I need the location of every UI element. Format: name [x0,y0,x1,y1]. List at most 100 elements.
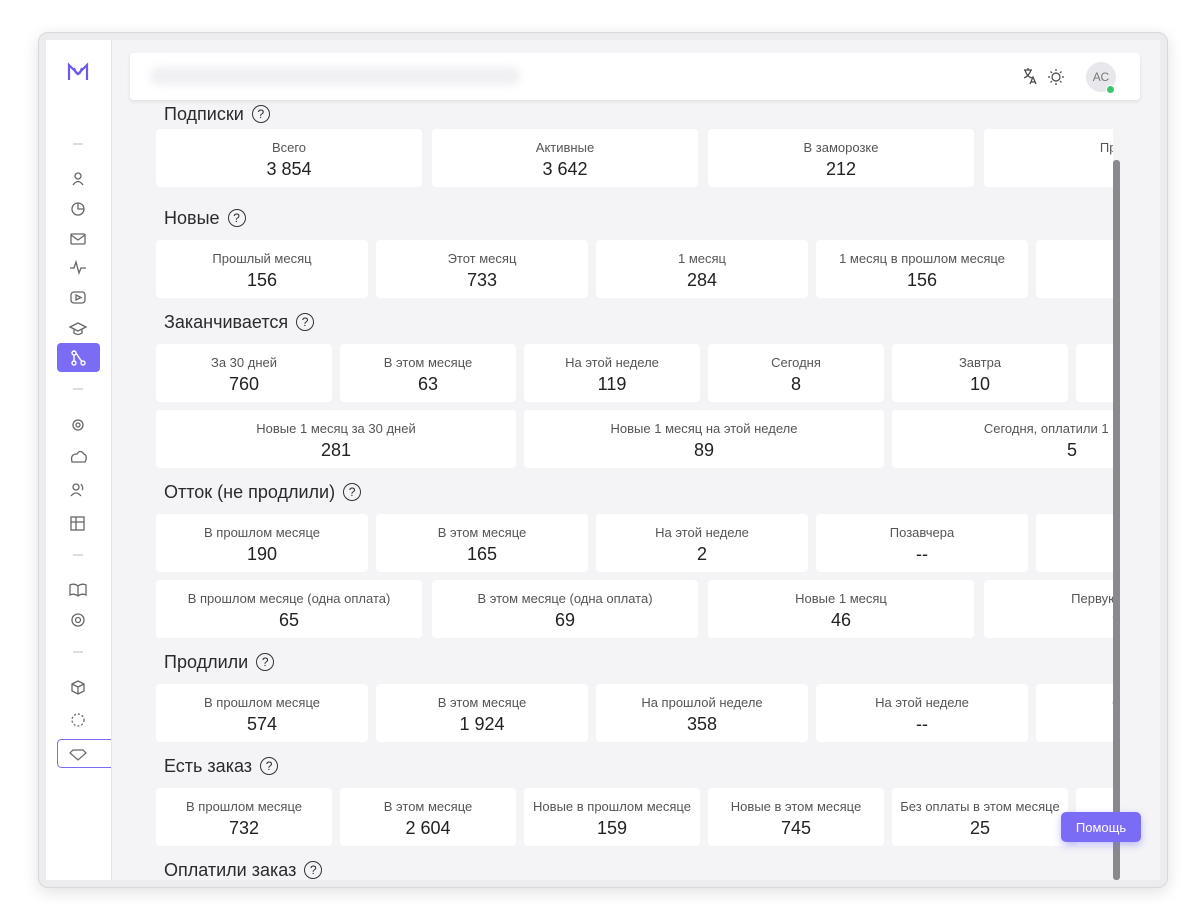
stat-card: Без оплаты в этом месяце 25 [892,788,1068,846]
help-icon[interactable]: ? [304,861,323,879]
logo[interactable] [67,62,89,80]
stat-card: В прошлом месяце (одна оплата) 65 [156,580,422,638]
nav-user[interactable] [74,172,82,180]
stat-label: Новые 1 месяц на этой неделе [610,421,798,436]
nav-support[interactable] [71,613,85,627]
nav-box[interactable] [71,680,85,695]
section-title-text: Подписки [164,103,244,124]
stat-label: Без оплаты в этом месяце [900,799,1060,814]
header: АС [130,53,1140,100]
nav-video[interactable] [70,291,86,304]
stat-card: 1 месяц в прошлом месяце 156 [816,240,1028,298]
breadcrumb-blurred [150,67,520,85]
nav-pending[interactable] [71,713,85,727]
nav-docs[interactable] [69,583,87,597]
nav-mail[interactable] [70,233,86,245]
stat-label: Завтра [958,355,1002,370]
stat-label: Новые в прошлом месяце [533,799,691,814]
stat-card: Новые 1 месяц 46 [708,580,974,638]
section-title-text: Продлили [164,651,249,672]
stat-card: Этот месяц 733 [376,240,588,298]
stat-label: В этом месяце [383,799,473,814]
stat-card: Новые в этом месяце 745 [708,788,884,846]
stat-card: В этом месяце 63 [340,344,516,402]
stat-card: На этой неделе 119 [524,344,700,402]
stat-value: 159 [596,818,628,838]
help-icon[interactable]: ? [256,653,275,671]
stat-value: - [984,159,1113,180]
nav-users[interactable] [72,483,80,491]
section-title-text: Новые [164,207,220,228]
nav-premium[interactable] [57,739,118,768]
stat-value: 156 [906,270,938,290]
stat-card: Оплатили [1036,684,1113,742]
stat-value: 3 642 [542,159,588,179]
stat-value: 63 [417,374,439,394]
stat-value: 2 [696,544,707,564]
scrollbar[interactable] [1113,160,1120,880]
stat-card [1036,514,1113,572]
stat-value: 212 [825,159,857,179]
stat-label: В прошлом месяце [186,799,302,814]
stat-label: На этой неделе [565,355,659,370]
nav-settings[interactable] [72,419,84,431]
stat-card: Всего 3 854 [156,129,422,187]
stat-value: 25 [969,818,991,838]
stat-label: Прошлый месяц [212,251,312,266]
help-icon[interactable]: ? [260,757,279,775]
stat-value: 745 [780,818,812,838]
help-icon[interactable]: ? [343,483,362,501]
stat-label: Прош [1099,140,1113,155]
section-title: Заканчивается? [164,311,315,333]
avatar[interactable]: АС [1086,62,1116,92]
nav-edu[interactable] [68,322,88,336]
stat-value: 760 [228,374,260,394]
stat-card: Сегодня, оплатили 1 месяц н 5 [892,410,1113,468]
stat-value: 8 [790,374,801,394]
stat-label: В прошлом месяце [204,695,320,710]
section-title: Оплатили заказ? [164,859,323,880]
stat-label: Новые 1 месяц за 30 дней [256,421,416,436]
stat-card: Прош - [984,129,1113,187]
stat-value: -- [916,714,928,734]
nav-table[interactable] [70,516,85,531]
stat-label: За 30 дней [210,355,278,370]
section-title: Отток (не продлили)? [164,481,362,503]
section-title-text: Заканчивается [164,311,289,332]
stat-value: 190 [246,544,278,564]
stat-value: 574 [246,714,278,734]
stat-label: В этом месяце [383,355,473,370]
stat-value: 156 [246,270,278,290]
translate-icon[interactable] [1023,68,1033,79]
stat-label: Активные [535,140,595,155]
stat-card: Новые 1 месяц за 30 дней 281 [156,410,516,468]
stat-card: Прошлый месяц 156 [156,240,368,298]
help-icon[interactable]: ? [296,313,315,331]
stat-label: 1 месяц [678,251,726,266]
nav-activity[interactable] [70,259,86,276]
stat-card: В этом месяце (одна оплата) 69 [432,580,698,638]
stat-card: На этой неделе 2 [596,514,808,572]
stat-label: На прошлой неделе [641,695,763,710]
stat-card: На этой неделе -- [816,684,1028,742]
sidebar-icons [57,62,118,768]
help-icon[interactable]: ? [251,105,270,123]
stat-label: Сегодня, оплатили 1 месяц н [983,421,1113,436]
stat-card: Завтра 10 [892,344,1068,402]
stat-value: 9 [984,610,1113,631]
section-title: Продлили? [164,651,275,673]
help-icon[interactable]: ? [227,209,246,227]
stat-value: 1 924 [459,714,505,734]
stat-value: 284 [686,270,718,290]
section-title-text: Отток (не продлили) [164,481,336,502]
nav-cloud[interactable] [70,450,87,463]
stat-label: В этом месяце [437,525,527,540]
help-button[interactable]: Помощь [1061,812,1141,842]
theme-icon[interactable] [1051,72,1061,82]
stat-label: Оплатили [1036,695,1113,710]
stat-card: Сегодня 8 [708,344,884,402]
stat-label: Всего [271,140,307,155]
stat-card: В этом месяце 165 [376,514,588,572]
stat-value: 119 [597,374,627,394]
